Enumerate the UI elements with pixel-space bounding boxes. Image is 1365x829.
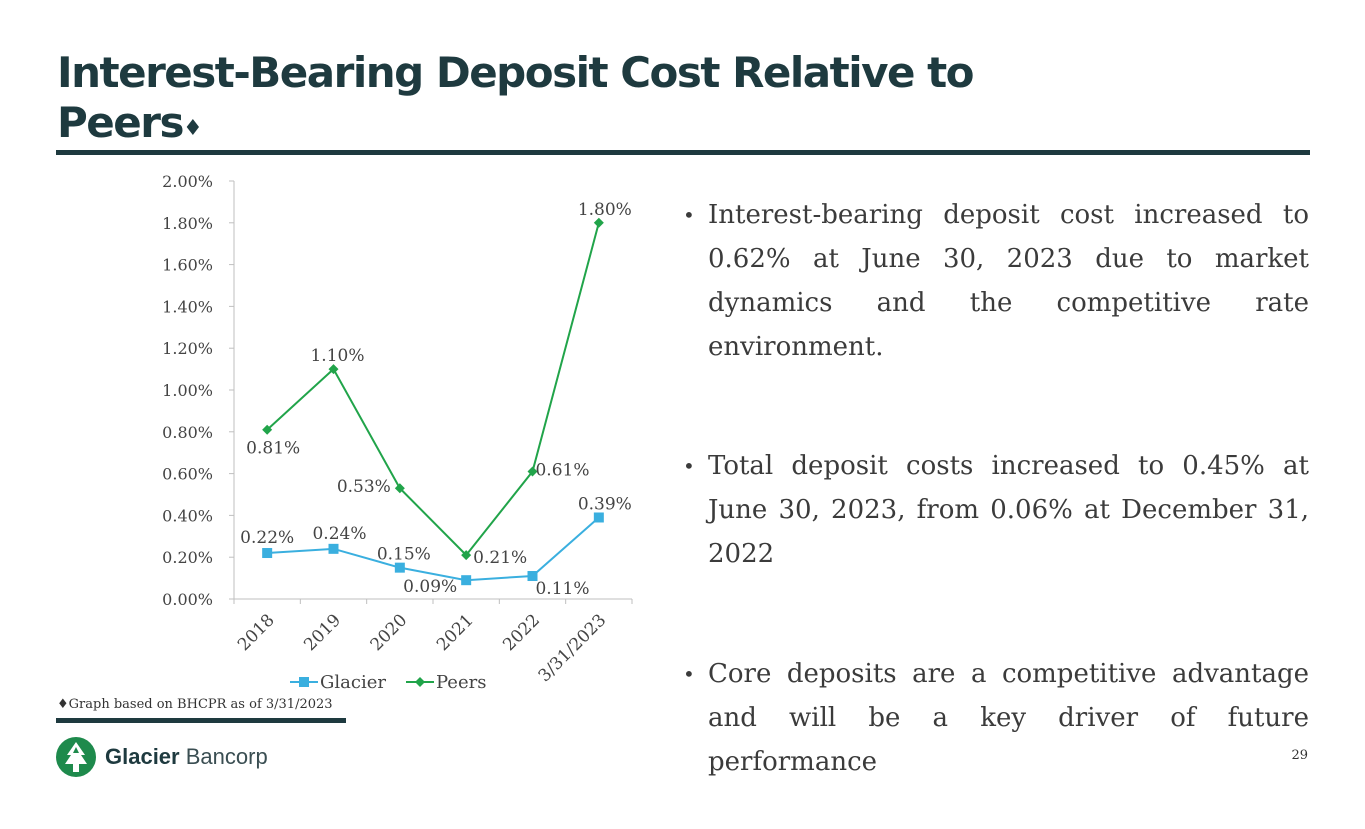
data-label-peers: 0.53% (337, 477, 391, 497)
series-line-glacier (267, 516, 600, 582)
y-tick-label: 1.80% (162, 214, 213, 233)
data-point-peers (394, 483, 405, 494)
mountain-tree-logo-icon (56, 737, 96, 777)
bullet-item: Total deposit costs increased to 0.45% a… (683, 444, 1309, 576)
data-point-peers (461, 550, 472, 561)
x-tick-label: 3/31/2023 (535, 610, 611, 686)
data-label-glacier: 0.22% (240, 528, 294, 548)
title-diamond-mark: ♦ (182, 116, 203, 141)
company-logo: Glacier Bancorp (55, 735, 268, 779)
bullet-item: Interest-bearing deposit cost increased … (683, 193, 1309, 369)
data-label-glacier: 0.24% (312, 524, 366, 544)
legend-marker-glacier (299, 677, 309, 687)
data-point-peers (328, 364, 339, 375)
data-point-peers (262, 424, 273, 435)
series-line-peers (266, 222, 600, 557)
data-label-peers: 1.10% (310, 346, 364, 366)
data-point-glacier (461, 575, 472, 586)
data-label-peers: 1.80% (578, 200, 632, 220)
data-label-peers: 0.21% (473, 548, 527, 568)
data-point-peers (527, 466, 538, 477)
page-number: 29 (1291, 748, 1308, 763)
data-point-glacier (593, 512, 604, 523)
y-tick-label: 0.80% (162, 423, 213, 442)
y-tick-label: 1.60% (162, 256, 213, 275)
x-tick-label: 2021 (433, 610, 478, 655)
data-point-glacier (262, 548, 273, 559)
y-tick-label: 1.20% (162, 339, 213, 358)
data-point-peers (593, 217, 604, 228)
y-tick-label: 0.40% (162, 506, 213, 525)
legend-label-peers: Peers (436, 672, 486, 693)
data-label-peers: 0.81% (246, 439, 300, 459)
y-tick-label: 0.60% (162, 465, 213, 484)
title-divider (56, 150, 1310, 155)
x-tick-label: 2020 (367, 610, 412, 655)
data-label-glacier: 0.11% (535, 579, 589, 599)
x-tick-label: 2022 (499, 610, 544, 655)
legend-marker-peers (415, 677, 425, 687)
chart-footnote: ♦Graph based on BHCPR as of 3/31/2023 (57, 697, 333, 712)
data-label-peers: 0.61% (535, 461, 589, 481)
x-tick-label: 2018 (234, 610, 279, 655)
data-label-glacier: 0.39% (578, 494, 632, 514)
slide-title-text: Interest-Bearing Deposit Cost Relative t… (57, 48, 975, 147)
company-name-bold: Glacier (105, 744, 180, 769)
data-point-glacier (394, 562, 405, 573)
data-label-glacier: 0.09% (403, 577, 457, 597)
data-point-glacier (328, 543, 339, 554)
deposit-cost-line-chart: 0.00% 0.20% 0.40% 0.60% 0.80% 1.00% 1.20% 1.40%… (162, 172, 633, 693)
y-tick-label: 2.00% (162, 172, 213, 191)
bullet-item: Core deposits are a competitive advantag… (683, 652, 1309, 784)
legend-label-glacier: Glacier (320, 672, 386, 693)
company-name-light: Bancorp (185, 744, 268, 769)
y-tick-label: 0.20% (162, 548, 213, 567)
data-point-glacier (527, 571, 538, 582)
y-tick-label: 0.00% (162, 590, 213, 609)
x-tick-label: 2019 (300, 610, 345, 655)
company-name: Glacier Bancorp (105, 744, 268, 770)
data-label-glacier: 0.15% (377, 545, 431, 565)
slide-title: Interest-Bearing Deposit Cost Relative t… (57, 48, 1057, 148)
footnote-divider (56, 718, 346, 723)
y-tick-label: 1.40% (162, 297, 213, 316)
y-tick-label: 1.00% (162, 381, 213, 400)
bullet-list: Interest-bearing deposit cost increased … (683, 193, 1309, 784)
